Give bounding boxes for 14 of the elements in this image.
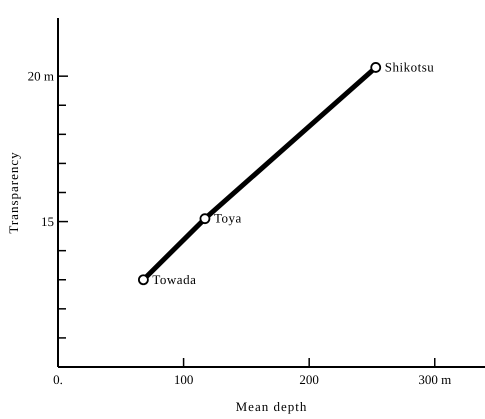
point — [200, 213, 210, 224]
x-tick-label: 100 — [174, 372, 194, 387]
point — [138, 274, 149, 286]
x-axis-title: Mean depth — [236, 399, 308, 414]
x-tick-label: 300 m — [418, 372, 452, 387]
x-tick-label: 0. — [53, 372, 63, 387]
point — [370, 62, 382, 73]
y-tick-label: 15 — [41, 214, 54, 230]
x-tick-label: 200 — [299, 372, 319, 387]
annotation: Toya — [214, 210, 242, 226]
y-axis-title: Transparency — [6, 151, 21, 234]
y-tick-label: 20 m — [28, 68, 54, 84]
annotation: Shikotsu — [384, 59, 434, 74]
annotation: Towada — [152, 272, 196, 287]
